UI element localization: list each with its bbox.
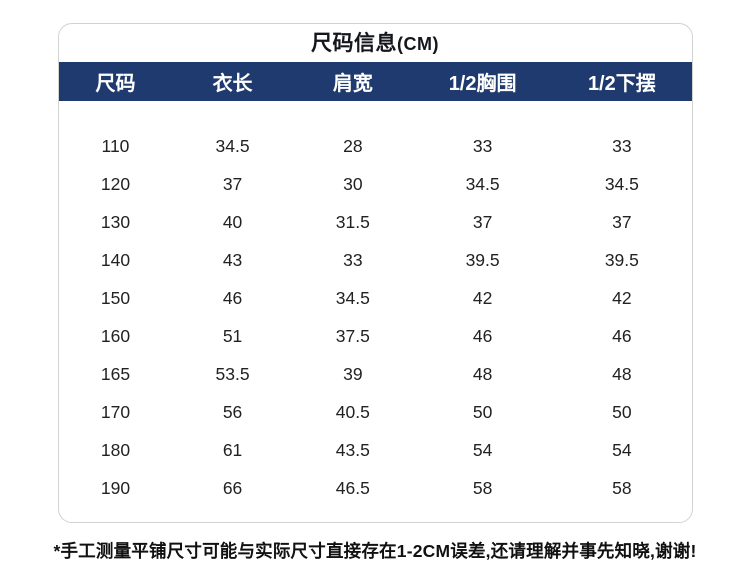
table-row: 150 46 34.5 42 42 bbox=[59, 279, 692, 317]
table-cell: 50 bbox=[472, 401, 493, 422]
table-cell: 39.5 bbox=[465, 249, 500, 270]
table-cell: 39.5 bbox=[604, 249, 639, 270]
table-cell: 48 bbox=[612, 363, 632, 384]
table-cell: 43.5 bbox=[335, 439, 370, 460]
table-row: 160 51 37.5 46 46 bbox=[59, 317, 692, 355]
table-cell: 33 bbox=[343, 249, 363, 270]
table-cell: 61 bbox=[222, 439, 243, 460]
table-cell: 56 bbox=[222, 401, 243, 422]
table-cell: 34.5 bbox=[335, 287, 370, 308]
table-cell: 120 bbox=[100, 173, 131, 194]
column-header: 1/2下摆 bbox=[587, 73, 656, 95]
table-cell: 58 bbox=[612, 477, 632, 498]
table-row: 130 40 31.5 37 37 bbox=[59, 203, 692, 241]
table-cell: 46 bbox=[612, 325, 632, 346]
table-cell: 31.5 bbox=[335, 211, 370, 232]
table-cell: 48 bbox=[472, 363, 493, 384]
table-cell: 46.5 bbox=[335, 477, 370, 498]
column-header: 衣长 bbox=[212, 73, 253, 95]
table-cell: 58 bbox=[472, 477, 493, 498]
table-cell: 190 bbox=[100, 477, 131, 498]
table-cell: 40.5 bbox=[335, 401, 370, 422]
table-row: 190 66 46.5 58 58 bbox=[59, 469, 692, 507]
table-cell: 51 bbox=[222, 325, 243, 346]
table-cell: 110 bbox=[101, 135, 130, 156]
table-cell: 140 bbox=[100, 249, 131, 270]
table-cell: 28 bbox=[343, 135, 363, 156]
table-cell: 37 bbox=[222, 173, 243, 194]
table-row: 170 56 40.5 50 50 bbox=[59, 393, 692, 431]
table-header-row: 尺码 衣长 肩宽 1/2胸围 1/2下摆 bbox=[58, 62, 692, 101]
table-cell: 170 bbox=[100, 401, 131, 422]
table-cell: 165 bbox=[100, 363, 131, 384]
table-cell: 53.5 bbox=[215, 363, 250, 384]
table-cell: 34.5 bbox=[604, 173, 639, 194]
table-cell: 33 bbox=[612, 135, 632, 156]
table-cell: 50 bbox=[612, 401, 632, 422]
table-cell: 37 bbox=[612, 211, 632, 232]
size-table-body: 110 34.5 28 33 33 120 37 30 34.5 34.5 130 40 31.5 37 3… bbox=[59, 101, 692, 522]
table-cell: 37.5 bbox=[335, 325, 370, 346]
table-cell: 150 bbox=[100, 287, 131, 308]
table-cell: 130 bbox=[100, 211, 131, 232]
table-row: 140 43 33 39.5 39.5 bbox=[59, 241, 692, 279]
column-header: 尺码 bbox=[95, 73, 136, 95]
column-header: 1/2胸围 bbox=[448, 73, 517, 95]
table-cell: 180 bbox=[100, 439, 131, 460]
table-cell: 42 bbox=[612, 287, 632, 308]
table-cell: 66 bbox=[222, 477, 243, 498]
table-cell: 46 bbox=[472, 325, 493, 346]
table-row: 180 61 43.5 54 54 bbox=[59, 431, 692, 469]
table-cell: 37 bbox=[472, 211, 493, 232]
table-row: 110 34.5 28 33 33 bbox=[59, 127, 692, 165]
measurement-disclaimer: *手工测量平铺尺寸可能与实际尺寸直接存在1-2CM误差,还请理解并事先知晓,谢谢… bbox=[53, 541, 697, 561]
table-cell: 42 bbox=[472, 287, 493, 308]
table-row: 165 53.5 39 48 48 bbox=[59, 355, 692, 393]
table-cell: 34.5 bbox=[215, 135, 250, 156]
table-cell: 39 bbox=[343, 363, 363, 384]
table-cell: 54 bbox=[472, 439, 493, 460]
table-cell: 43 bbox=[222, 249, 243, 270]
size-chart-title: 尺码信息(CM) bbox=[59, 24, 692, 62]
size-chart-title-unit: (CM) bbox=[397, 34, 439, 54]
table-row: 120 37 30 34.5 34.5 bbox=[59, 165, 692, 203]
column-header: 肩宽 bbox=[332, 73, 373, 95]
table-cell: 40 bbox=[222, 211, 243, 232]
size-chart-title-text: 尺码信息 bbox=[311, 32, 397, 55]
table-cell: 30 bbox=[343, 173, 363, 194]
table-cell: 160 bbox=[100, 325, 131, 346]
table-cell: 33 bbox=[472, 135, 493, 156]
table-cell: 54 bbox=[612, 439, 632, 460]
table-cell: 46 bbox=[222, 287, 243, 308]
table-cell: 34.5 bbox=[465, 173, 500, 194]
size-chart-card: 尺码信息(CM) 尺码 衣长 肩宽 1/2胸围 1/2下摆 110 34.5 28 33 33 1… bbox=[57, 23, 693, 523]
